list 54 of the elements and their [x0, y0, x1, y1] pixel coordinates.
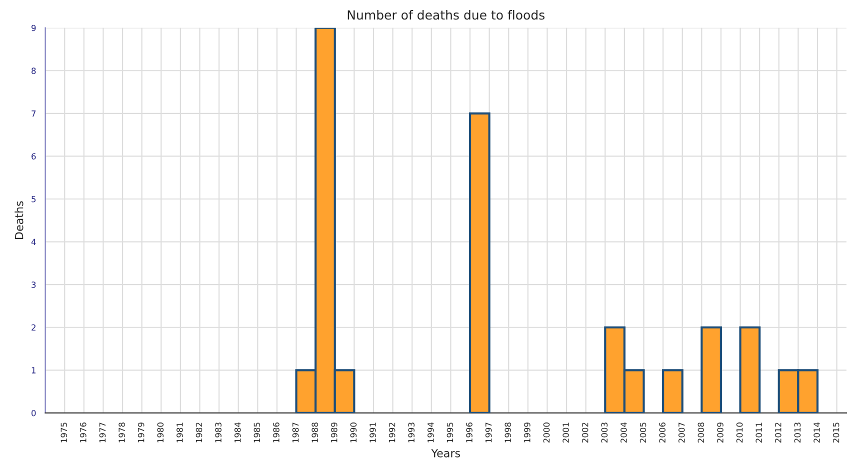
- x-tick-label: 2006: [659, 422, 666, 443]
- x-tick-label: 2002: [582, 422, 588, 443]
- y-tick-label: 0: [32, 410, 36, 416]
- x-tick-label: 1989: [330, 422, 338, 442]
- x-tick-label: 1994: [428, 422, 434, 442]
- x-tick-label: 1999: [524, 422, 530, 442]
- x-tick-label: 2004: [620, 422, 627, 443]
- y-tick-label: 6: [32, 153, 36, 160]
- x-tick-label: 2000: [543, 422, 550, 443]
- x-tick-label: 1979: [138, 422, 144, 442]
- x-tick-label: 1990: [350, 422, 357, 442]
- x-tick-label: 1983: [215, 422, 222, 442]
- x-tick-label: 1987: [292, 422, 299, 442]
- x-tick-label: 2011: [756, 422, 762, 443]
- x-tick-label: 1997: [485, 422, 492, 442]
- y-tick-label: 3: [32, 282, 36, 288]
- x-tick-label: 1977: [99, 422, 106, 442]
- x-tick-label: 1984: [234, 422, 241, 442]
- x-tick-label: 1975: [60, 422, 68, 442]
- y-tick-label: 2: [32, 324, 36, 331]
- x-tick-label: 2005: [640, 422, 646, 443]
- x-tick-label: 2001: [562, 422, 569, 443]
- x-tick-label: 1988: [312, 422, 318, 442]
- x-tick-label: 2013: [794, 422, 801, 443]
- x-tick-label: 1980: [157, 422, 164, 442]
- x-tick-label: 1996: [466, 422, 472, 442]
- x-tick-label: 2010: [736, 422, 743, 443]
- x-tick-label: 2014: [814, 422, 820, 443]
- x-tick-label: 1976: [80, 422, 86, 442]
- x-tick-label: 1985: [254, 422, 260, 442]
- y-tick-label: 4: [31, 238, 36, 245]
- x-tick-label: 1998: [504, 422, 512, 442]
- x-tick-label: 1982: [196, 422, 202, 442]
- y-tick-label: 5: [32, 196, 36, 202]
- x-axis-title: Years: [431, 449, 460, 458]
- x-tick-label: 2008: [698, 422, 704, 443]
- x-tick-label: 1995: [446, 422, 454, 442]
- x-tick-label: 2009: [717, 422, 724, 443]
- y-tick-label: 8: [32, 68, 36, 74]
- x-tick-label: 2003: [601, 422, 608, 443]
- x-tick-label: 2012: [775, 422, 782, 443]
- chart-title: Number of deaths due to floods: [348, 10, 545, 20]
- y-tick-label: 9: [32, 24, 36, 32]
- x-tick-label: 1992: [388, 422, 396, 442]
- x-tick-label: 1981: [176, 422, 183, 442]
- y-axis-title: Deaths: [14, 201, 24, 240]
- x-tick-label: 2015: [832, 422, 840, 443]
- y-tick-label: 1: [32, 367, 36, 374]
- x-tick-label: 1993: [408, 422, 415, 442]
- x-tick-label: 1986: [273, 422, 280, 442]
- x-tick-label: 2007: [678, 422, 685, 443]
- x-tick-label: 1978: [118, 422, 125, 442]
- y-tick-label: 7: [32, 110, 36, 117]
- x-tick-label: 1991: [370, 422, 376, 442]
